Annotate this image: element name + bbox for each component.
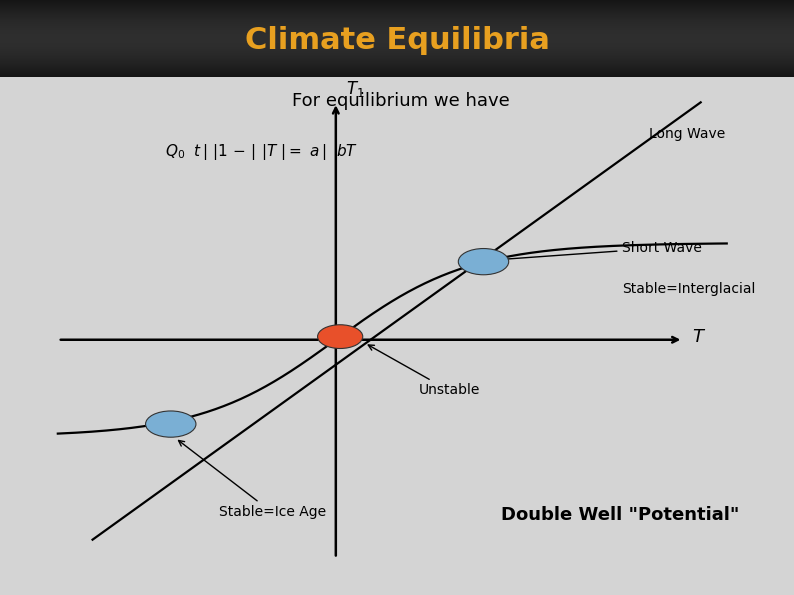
Text: Stable=Interglacial: Stable=Interglacial [622, 281, 756, 296]
Text: Climate Equilibria: Climate Equilibria [245, 26, 549, 55]
Text: Short Wave: Short Wave [492, 241, 703, 262]
Text: Unstable: Unstable [368, 345, 480, 397]
Text: Stable=Ice Age: Stable=Ice Age [179, 440, 326, 519]
Ellipse shape [458, 249, 509, 275]
Text: $Q_0$  $t\,|\ |1\,-\,|\ |T\ |{=}\ a\,|\ \ bT$: $Q_0$ $t\,|\ |1\,-\,|\ |T\ |{=}\ a\,|\ \… [164, 142, 358, 162]
Ellipse shape [318, 325, 363, 349]
Text: For equilibrium we have: For equilibrium we have [292, 92, 510, 110]
Text: Long Wave: Long Wave [649, 127, 725, 140]
Text: $T_1$: $T_1$ [346, 79, 364, 99]
Text: Double Well "Potential": Double Well "Potential" [501, 506, 739, 524]
Text: $T$: $T$ [692, 328, 706, 346]
Ellipse shape [145, 411, 196, 437]
